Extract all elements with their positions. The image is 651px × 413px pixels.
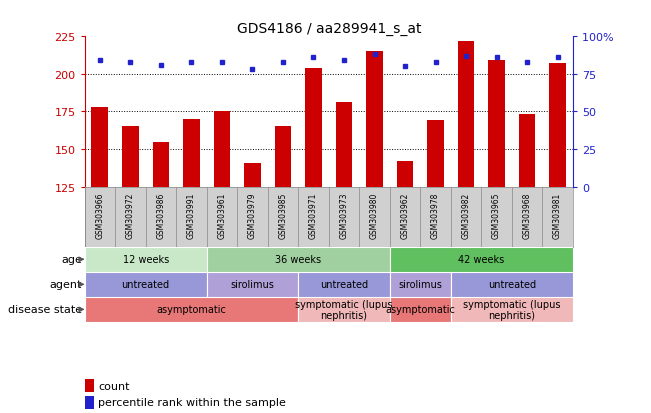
Text: GSM303973: GSM303973 [340, 192, 348, 238]
Bar [85, 272, 207, 297]
Bar [390, 272, 450, 297]
Text: sirolimus: sirolimus [230, 280, 275, 290]
Bar [549, 64, 566, 187]
Bar [450, 272, 573, 297]
Bar [214, 112, 230, 187]
Text: disease state: disease state [8, 305, 82, 315]
Text: GSM303965: GSM303965 [492, 192, 501, 238]
Text: GSM303980: GSM303980 [370, 192, 379, 238]
Bar [244, 163, 261, 187]
Bar [298, 297, 390, 322]
Text: GSM303986: GSM303986 [156, 192, 165, 238]
Bar [92, 108, 108, 187]
Text: GSM303962: GSM303962 [400, 192, 409, 238]
Text: 42 weeks: 42 weeks [458, 255, 505, 265]
Text: untreated: untreated [488, 280, 536, 290]
Bar [458, 42, 475, 187]
Text: agent: agent [50, 280, 82, 290]
Bar [275, 127, 292, 187]
Text: GSM303991: GSM303991 [187, 192, 196, 238]
Bar [366, 52, 383, 187]
Text: age: age [61, 255, 82, 265]
Text: 36 weeks: 36 weeks [275, 255, 322, 265]
Text: GSM303971: GSM303971 [309, 192, 318, 238]
Text: GSM303966: GSM303966 [96, 192, 104, 238]
Bar [488, 61, 505, 187]
Bar [85, 247, 207, 272]
Bar [152, 142, 169, 187]
Text: asymptomatic: asymptomatic [156, 305, 227, 315]
Text: GSM303978: GSM303978 [431, 192, 440, 238]
Bar [122, 127, 139, 187]
Text: GSM303979: GSM303979 [248, 192, 257, 238]
Bar [85, 297, 298, 322]
Text: percentile rank within the sample: percentile rank within the sample [98, 397, 286, 407]
Text: GSM303968: GSM303968 [523, 192, 532, 238]
Text: symptomatic (lupus
nephritis): symptomatic (lupus nephritis) [463, 299, 561, 320]
Bar [207, 247, 390, 272]
Text: sirolimus: sirolimus [398, 280, 442, 290]
Bar [390, 297, 450, 322]
Bar [183, 120, 200, 187]
Text: untreated: untreated [122, 280, 170, 290]
Text: asymptomatic: asymptomatic [385, 305, 455, 315]
Bar [450, 297, 573, 322]
Bar [85, 379, 94, 392]
Bar [427, 121, 444, 187]
Text: untreated: untreated [320, 280, 368, 290]
Text: GSM303972: GSM303972 [126, 192, 135, 238]
Bar [390, 247, 573, 272]
Text: GSM303982: GSM303982 [462, 192, 471, 238]
Text: GSM303961: GSM303961 [217, 192, 227, 238]
Text: count: count [98, 381, 130, 391]
Bar [305, 69, 322, 187]
Bar [336, 103, 352, 187]
Title: GDS4186 / aa289941_s_at: GDS4186 / aa289941_s_at [236, 22, 421, 36]
Text: GSM303985: GSM303985 [279, 192, 288, 238]
Bar [396, 161, 413, 187]
Text: GSM303981: GSM303981 [553, 192, 562, 238]
Text: symptomatic (lupus
nephritis): symptomatic (lupus nephritis) [296, 299, 393, 320]
Bar [298, 272, 390, 297]
Bar [85, 396, 94, 409]
Bar [207, 272, 298, 297]
Bar [519, 115, 536, 187]
Text: 12 weeks: 12 weeks [122, 255, 169, 265]
